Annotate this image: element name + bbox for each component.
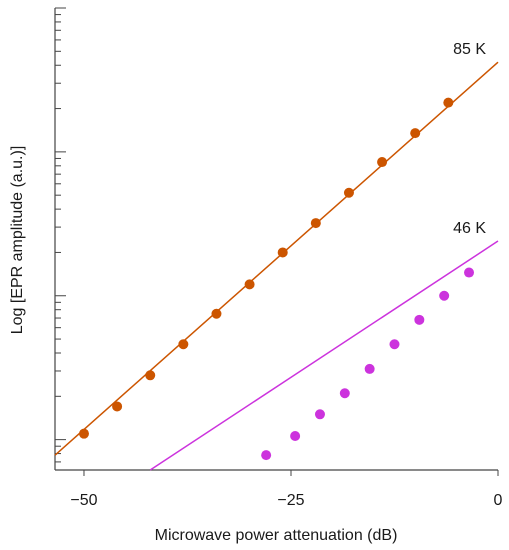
x-tick-label: −50 — [70, 492, 97, 509]
data-point — [112, 401, 123, 412]
data-point — [414, 314, 425, 325]
y-ticks — [55, 7, 66, 463]
data-point — [211, 308, 222, 319]
data-point — [410, 128, 421, 139]
data-point — [261, 450, 272, 461]
data-point — [78, 428, 89, 439]
data-point — [314, 409, 325, 420]
data-point — [343, 187, 354, 198]
data-point — [277, 247, 288, 258]
data-points — [78, 97, 475, 461]
axes-frame — [54, 8, 498, 471]
data-point — [377, 157, 388, 168]
data-point — [310, 218, 321, 229]
fit-line-1 — [149, 240, 499, 471]
series-labels: 85 K 46 K — [453, 41, 486, 237]
fit-line-0 — [54, 61, 499, 456]
data-point — [339, 388, 350, 399]
data-point — [439, 290, 450, 301]
data-point — [145, 370, 156, 381]
data-point — [244, 279, 255, 290]
y-axis-label: Log [EPR amplitude (a.u.)] — [9, 146, 26, 335]
series-label-0: 85 K — [453, 41, 486, 58]
x-ticks: −50 −25 0 — [70, 470, 503, 509]
data-point — [364, 363, 375, 374]
series-label-1: 46 K — [453, 220, 486, 237]
data-point — [290, 430, 301, 441]
fit-lines — [54, 61, 499, 471]
data-point — [443, 97, 454, 108]
x-tick-label: −25 — [277, 492, 304, 509]
x-tick-label: 0 — [494, 492, 503, 509]
x-axis-label: Microwave power attenuation (dB) — [155, 527, 398, 544]
data-point — [178, 339, 189, 350]
data-point — [464, 267, 475, 278]
data-point — [389, 339, 400, 350]
